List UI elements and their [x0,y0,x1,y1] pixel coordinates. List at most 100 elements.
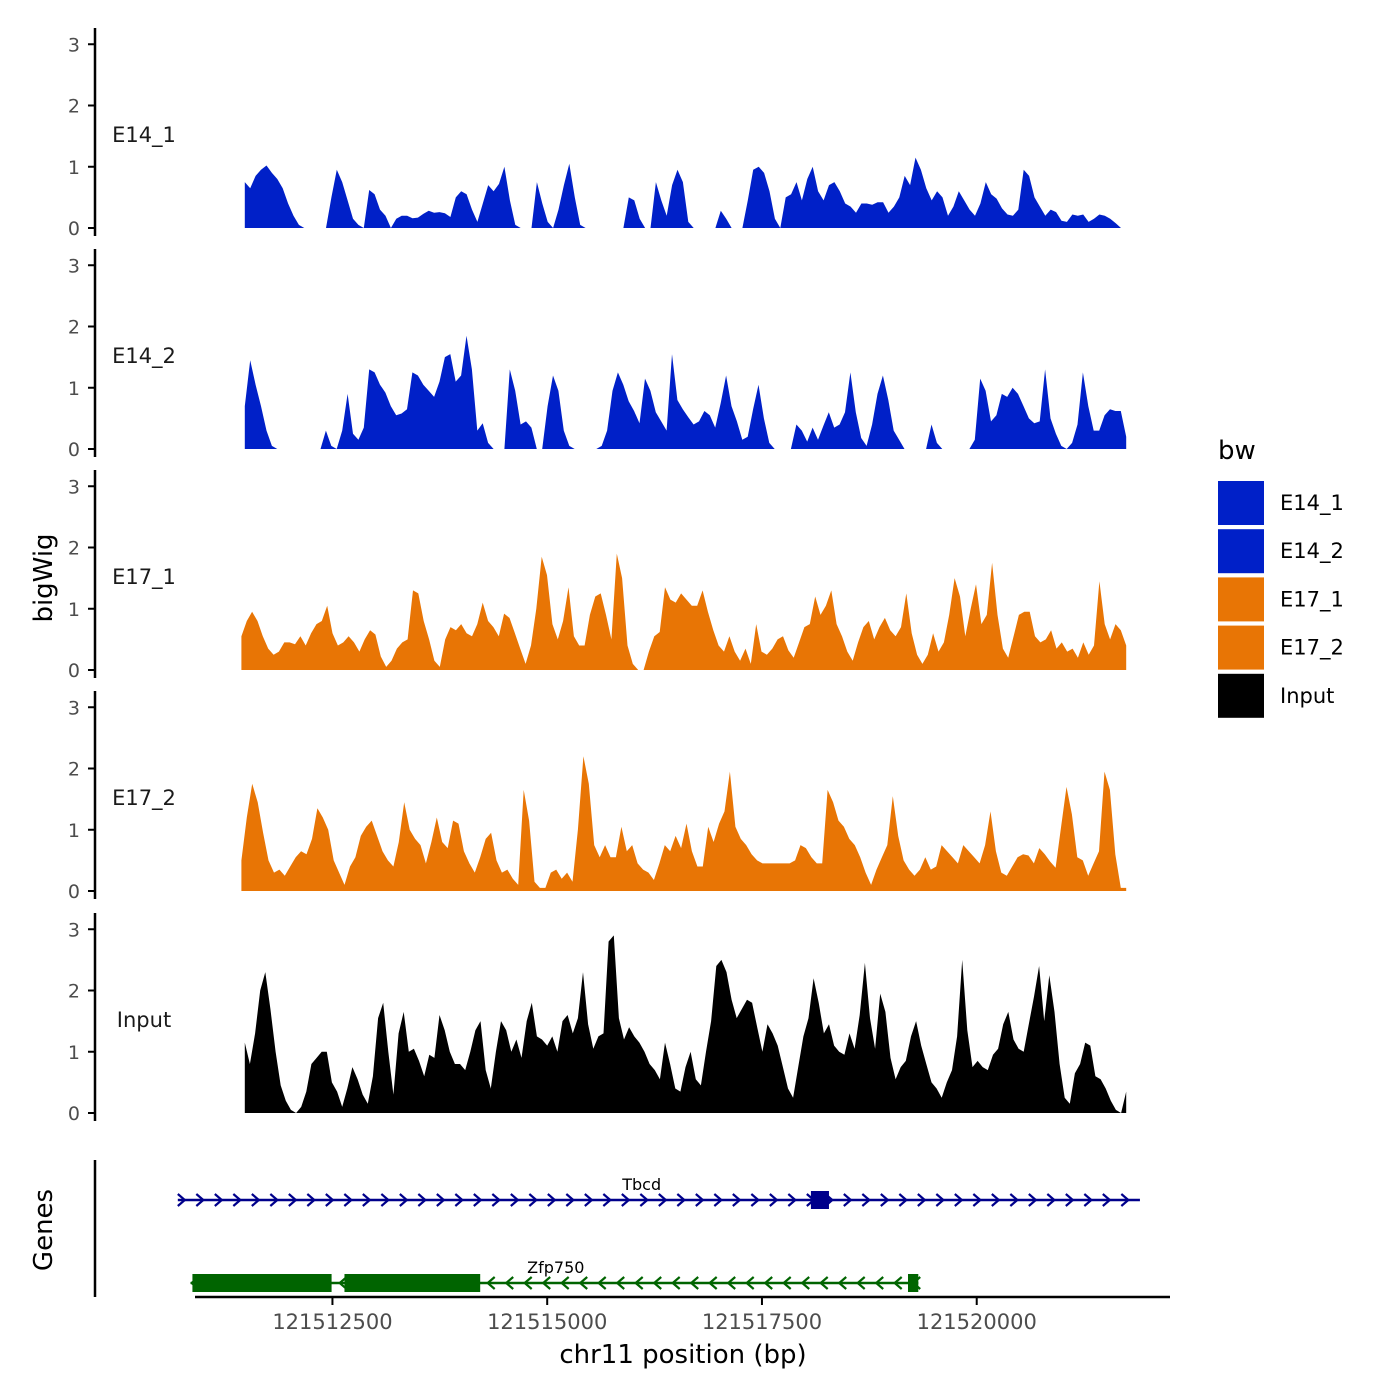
y-tick-label: 2 [68,538,80,560]
strand-chevron [861,1193,872,1207]
y-tick-label: 0 [68,881,80,903]
y-tick-label: 2 [68,96,80,118]
strand-chevron [843,1193,853,1207]
track-e17-2: 0 1 2 3 E17_2 [68,691,1127,903]
strand-chevron [1028,1193,1038,1207]
track-label: E17_2 [112,786,176,811]
y-tick-label: 2 [68,759,80,781]
strand-chevron [634,1276,644,1290]
strand-chevron [510,1193,520,1207]
track-label: E14_1 [112,123,176,148]
x-axis: 121512500 121515000 121517500 121520000 [195,1295,1170,1334]
strand-chevron [325,1193,335,1207]
y-tick-label: 1 [68,820,80,842]
strand-chevron [726,1276,736,1290]
legend-title: bw [1218,436,1256,466]
strand-chevron [541,1276,551,1290]
strand-chevron [195,1193,206,1207]
gene-label: Tbcd [621,1175,661,1194]
strand-chevron [578,1276,588,1290]
exon-block [344,1274,481,1292]
gene-tbcd: Tbcd [177,1175,1140,1209]
strand-chevron [486,1276,496,1290]
strand-chevron [1046,1193,1057,1207]
strand-chevron [763,1276,773,1290]
strand-chevron [269,1193,280,1207]
strand-chevron [597,1276,607,1290]
strand-chevron [602,1193,613,1207]
strand-chevron [708,1276,718,1290]
x-tick-label: 121517500 [702,1310,822,1334]
track-e14-2: 0 1 2 3 E14_2 [68,249,1127,461]
strand-chevron [454,1193,465,1207]
x-axis-title: chr11 position (bp) [559,1340,806,1370]
x-tick-label: 121512500 [272,1310,392,1334]
y-tick-label: 2 [68,981,80,1003]
strand-chevron [177,1193,187,1207]
strand-chevron [288,1193,298,1207]
strand-chevron [1065,1193,1075,1207]
coverage-area-e14-1 [244,157,1122,228]
strand-chevron [745,1276,755,1290]
strand-chevron [837,1276,847,1290]
x-tick-label: 121515000 [487,1310,607,1334]
legend-label: E17_2 [1280,636,1344,661]
y-tick-label: 3 [68,697,80,719]
strand-chevron [436,1193,446,1207]
strand-chevron [560,1276,570,1290]
strand-chevron [819,1276,829,1290]
strand-chevron [621,1193,631,1207]
strand-chevron [343,1193,354,1207]
strand-chevron [874,1276,884,1290]
y-axis-title: bigWig [29,533,59,622]
track-label: E14_2 [112,344,176,369]
strand-chevron [917,1193,927,1207]
strand-chevron [1083,1193,1094,1207]
strand-chevron [972,1193,983,1207]
track-e14-1: 0 1 2 3 E14_1 [68,28,1122,240]
strand-chevron [523,1276,533,1290]
strand-chevron [689,1276,699,1290]
y-tick-label: 0 [68,1103,80,1125]
legend-swatch [1218,577,1264,622]
strand-chevron [800,1276,810,1290]
strand-chevron [658,1193,668,1207]
legend-label: E17_1 [1280,587,1344,612]
exon-block [810,1191,829,1209]
strand-chevron [898,1193,909,1207]
strand-chevron [338,1276,348,1290]
strand-chevron [473,1193,483,1207]
strand-chevron [306,1193,317,1207]
gene-zfp750: Zfp750 [190,1258,921,1292]
coverage-area-input [244,935,1127,1113]
track-label: Input [117,1008,171,1032]
strand-chevron [1102,1193,1112,1207]
y-tick-label: 0 [68,439,80,461]
coverage-area-e17-1 [241,553,1127,670]
strand-chevron [232,1193,243,1207]
legend-swatch [1218,481,1264,525]
strand-chevron [399,1193,409,1207]
strand-chevron [893,1276,903,1290]
strand-chevron [547,1193,557,1207]
strand-chevron [417,1193,428,1207]
legend-swatch [1218,625,1264,670]
x-tick-label: 121520000 [917,1310,1037,1334]
legend-label: Input [1280,684,1334,708]
strand-chevron [676,1193,687,1207]
exon-block [907,1274,919,1292]
strand-chevron [1120,1193,1131,1207]
coverage-area-e17-2 [241,756,1127,891]
strand-chevron [652,1276,662,1290]
strand-chevron [935,1193,946,1207]
strand-chevron [214,1193,224,1207]
strand-chevron [491,1193,502,1207]
y-tick-label: 3 [68,919,80,941]
strand-chevron [732,1193,742,1207]
strand-chevron [695,1193,705,1207]
track-label: E17_1 [112,565,176,590]
strand-chevron [671,1276,681,1290]
coverage-area-e14-2 [244,335,1127,449]
strand-chevron [880,1193,890,1207]
strand-chevron [1009,1193,1020,1207]
